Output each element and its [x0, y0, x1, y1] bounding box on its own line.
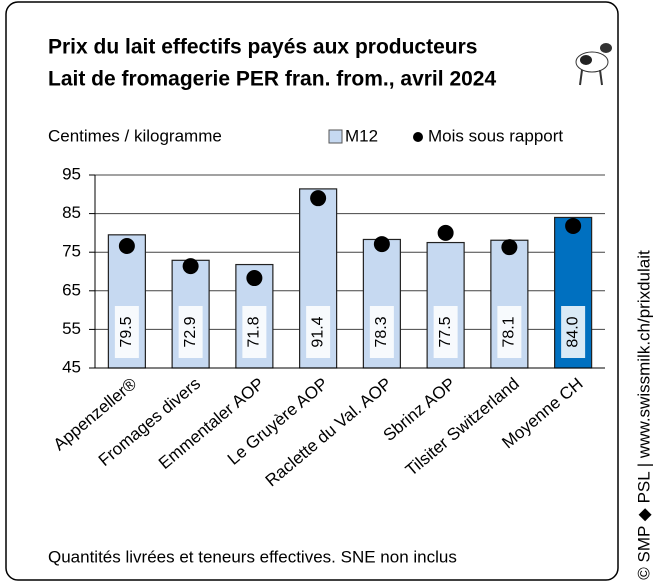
value-label-box	[497, 306, 522, 358]
y-tick-label: 45	[62, 357, 81, 376]
y-tick-label: 75	[62, 242, 81, 261]
value-label: 78.3	[373, 316, 390, 347]
footer: Quantités livrées et teneurs effectives.…	[48, 547, 457, 566]
marker	[182, 258, 199, 275]
value-label-box	[306, 306, 331, 358]
legend-label: M12	[345, 126, 378, 145]
title-line: Lait de fromagerie PER fran. from., avri…	[48, 68, 496, 91]
y-tick-label: 55	[62, 319, 81, 338]
marker	[501, 239, 518, 256]
marker	[373, 236, 390, 253]
value-label-box	[561, 306, 586, 358]
value-label-box	[242, 306, 267, 358]
y-axis-label: Centimes / kilogramme	[48, 126, 222, 145]
marker	[118, 238, 135, 255]
marker	[246, 270, 263, 287]
y-tick-label: 95	[62, 164, 81, 183]
value-label: 72.9	[182, 316, 199, 347]
value-label: 78.1	[501, 316, 518, 347]
legend-label: Mois sous rapport	[428, 126, 563, 145]
y-tick-label: 85	[62, 203, 81, 222]
marker	[310, 190, 327, 207]
value-label: 79.5	[118, 316, 135, 347]
value-label: 77.5	[437, 316, 454, 347]
title-line: Prix du lait effectifs payés aux product…	[48, 36, 477, 59]
y-tick-label: 65	[62, 280, 81, 299]
cow-icon	[575, 43, 612, 86]
legend-swatch	[413, 132, 423, 142]
source: © SMP ◆ PSL | www.swissmilk.ch/prixdulai…	[634, 250, 653, 580]
marker	[437, 224, 454, 241]
legend-swatch	[328, 129, 343, 144]
marker	[565, 217, 582, 234]
value-label: 84.0	[564, 316, 581, 347]
value-label-box	[433, 306, 458, 358]
value-label: 91.4	[309, 316, 326, 347]
value-label-box	[369, 306, 394, 358]
value-label-box	[114, 306, 139, 358]
value-label: 71.8	[246, 316, 263, 347]
value-label-box	[178, 306, 203, 358]
